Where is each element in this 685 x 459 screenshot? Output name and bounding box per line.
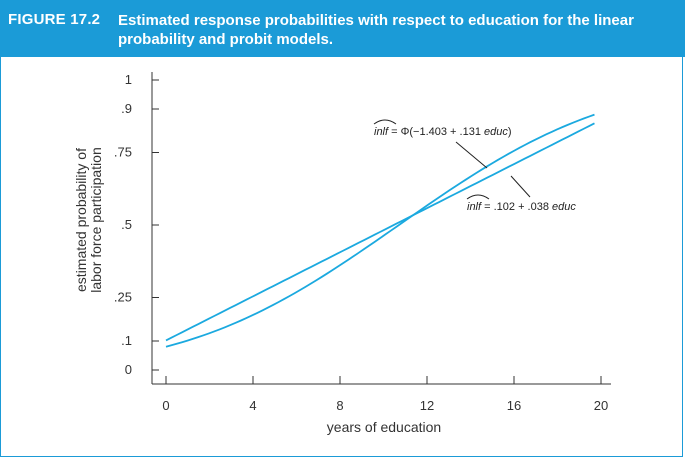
figure-caption: Estimated response probabilities with re… (118, 12, 634, 48)
axes (151, 72, 611, 385)
y-axis-title-line-1: estimated probability of (73, 148, 89, 292)
x-axis-title: years of education (327, 419, 441, 435)
y-tick-label: 1 (125, 72, 132, 87)
y-tick-label: .25 (114, 290, 132, 305)
hat-probit (373, 119, 397, 125)
figure-header: FIGURE 17.2 Estimated response probabili… (0, 0, 685, 57)
y-axis-title-line-2: labor force participation (88, 147, 104, 293)
x-tick-label: 12 (420, 398, 434, 413)
y-tick-label: 0 (125, 362, 132, 377)
curves (165, 113, 595, 348)
x-tick-label: 16 (507, 398, 521, 413)
annotation-linear: inlf = .102 + .038 educ (467, 201, 576, 213)
y-tick-label: .1 (121, 333, 132, 348)
leader-probit (455, 141, 488, 169)
y-tick-label: .9 (121, 101, 132, 116)
annotations: inlf = Φ(−1.403 + .131 educ) inlf = .102 … (373, 119, 576, 213)
x-tick-label: 0 (162, 398, 169, 413)
series-line-probit (165, 113, 595, 348)
hat-linear (466, 194, 490, 200)
x-tick-label: 4 (249, 398, 256, 413)
y-tick-label: .5 (121, 217, 132, 232)
y-tick-label: .75 (114, 145, 132, 160)
series-line-linear (165, 122, 595, 342)
x-tick-label: 20 (594, 398, 608, 413)
figure-label: FIGURE 17.2 (8, 11, 101, 28)
leader-linear (510, 175, 531, 198)
ticks: 0 .1 .25 .5 .75 .9 1 0 4 8 12 16 20 (114, 72, 608, 413)
x-tick-label: 8 (336, 398, 343, 413)
annotation-probit: inlf = Φ(−1.403 + .131 educ) (374, 126, 512, 138)
